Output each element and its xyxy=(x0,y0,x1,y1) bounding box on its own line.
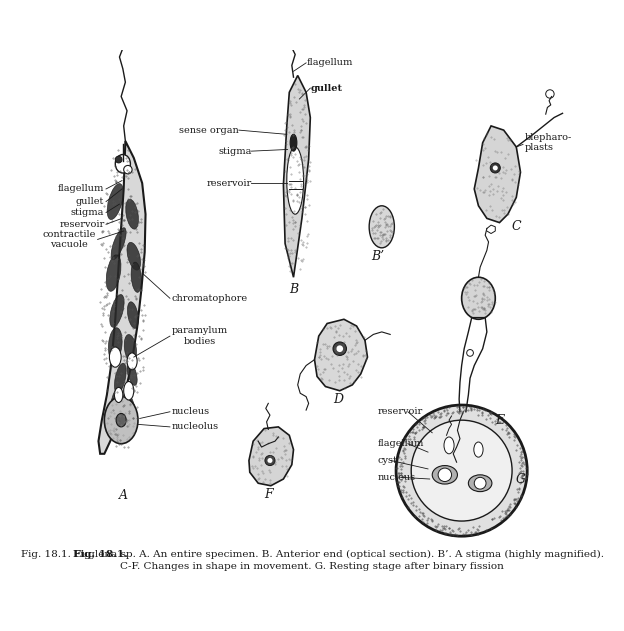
Text: Fig. 18.1.: Fig. 18.1. xyxy=(73,550,128,559)
Circle shape xyxy=(438,468,452,481)
Text: D: D xyxy=(333,392,343,406)
Polygon shape xyxy=(99,141,145,454)
Ellipse shape xyxy=(290,134,297,151)
Text: C-F. Changes in shape in movement. G. Resting stage after binary fission: C-F. Changes in shape in movement. G. Re… xyxy=(120,562,504,571)
Polygon shape xyxy=(283,76,310,277)
Circle shape xyxy=(115,156,122,163)
Text: contractile
vacuole: contractile vacuole xyxy=(42,230,96,249)
Ellipse shape xyxy=(110,295,124,327)
Ellipse shape xyxy=(131,262,142,292)
Text: reservoir: reservoir xyxy=(59,220,104,229)
Circle shape xyxy=(268,458,273,463)
Ellipse shape xyxy=(109,347,121,367)
Text: stigma: stigma xyxy=(71,208,104,217)
Ellipse shape xyxy=(474,442,483,457)
Ellipse shape xyxy=(127,302,139,328)
Ellipse shape xyxy=(106,255,121,292)
Text: F: F xyxy=(264,488,273,500)
Circle shape xyxy=(467,350,474,357)
Circle shape xyxy=(396,405,527,536)
Text: flagellum: flagellum xyxy=(378,439,424,448)
Ellipse shape xyxy=(110,388,123,418)
Text: flagellum: flagellum xyxy=(58,184,104,194)
Circle shape xyxy=(336,345,343,352)
Ellipse shape xyxy=(114,363,126,393)
Ellipse shape xyxy=(111,228,126,259)
Ellipse shape xyxy=(369,206,394,248)
Text: gullet: gullet xyxy=(310,83,343,93)
Polygon shape xyxy=(249,427,293,486)
Ellipse shape xyxy=(124,395,135,420)
Ellipse shape xyxy=(107,184,124,220)
Ellipse shape xyxy=(462,277,495,319)
Text: E: E xyxy=(495,414,504,427)
Ellipse shape xyxy=(114,387,123,403)
Ellipse shape xyxy=(104,397,138,444)
Text: paramylum
bodies: paramylum bodies xyxy=(172,326,228,346)
Text: B’: B’ xyxy=(371,250,384,262)
Circle shape xyxy=(474,477,486,489)
Ellipse shape xyxy=(432,466,457,484)
Ellipse shape xyxy=(124,334,137,363)
Ellipse shape xyxy=(127,242,140,270)
Circle shape xyxy=(493,165,498,170)
Polygon shape xyxy=(474,126,520,223)
Circle shape xyxy=(333,342,346,355)
Ellipse shape xyxy=(469,475,492,492)
Ellipse shape xyxy=(125,199,139,229)
Text: C: C xyxy=(512,220,521,233)
Circle shape xyxy=(411,420,512,521)
Circle shape xyxy=(265,456,275,466)
Ellipse shape xyxy=(127,362,137,386)
Ellipse shape xyxy=(109,327,122,362)
Polygon shape xyxy=(314,319,368,391)
Ellipse shape xyxy=(115,155,130,173)
Ellipse shape xyxy=(127,353,137,370)
Ellipse shape xyxy=(287,147,304,214)
Text: sense organ: sense organ xyxy=(179,126,239,134)
Text: reservoir: reservoir xyxy=(378,407,423,416)
Circle shape xyxy=(490,163,500,173)
Text: flagellum: flagellum xyxy=(306,59,353,68)
Text: stigma: stigma xyxy=(218,146,251,156)
Text: B: B xyxy=(289,283,298,297)
Text: A: A xyxy=(119,489,128,502)
Circle shape xyxy=(124,165,132,174)
Text: gullet: gullet xyxy=(76,197,104,206)
Text: blepharo-
plasts: blepharo- plasts xyxy=(525,133,572,153)
Ellipse shape xyxy=(444,437,454,454)
Text: nucleolus: nucleolus xyxy=(172,422,219,432)
Text: chromatophore: chromatophore xyxy=(172,294,248,303)
Text: cyst: cyst xyxy=(378,456,397,465)
Ellipse shape xyxy=(116,413,126,427)
Text: nucleus: nucleus xyxy=(378,473,416,482)
Text: Fig. 18.1. Euglena sp. A. An entire specimen. B. Anterior end (optical section).: Fig. 18.1. Euglena sp. A. An entire spec… xyxy=(21,550,603,559)
Text: nucleus: nucleus xyxy=(172,407,210,416)
Ellipse shape xyxy=(124,382,134,400)
Text: reservoir: reservoir xyxy=(206,179,251,187)
Text: G: G xyxy=(515,473,525,485)
